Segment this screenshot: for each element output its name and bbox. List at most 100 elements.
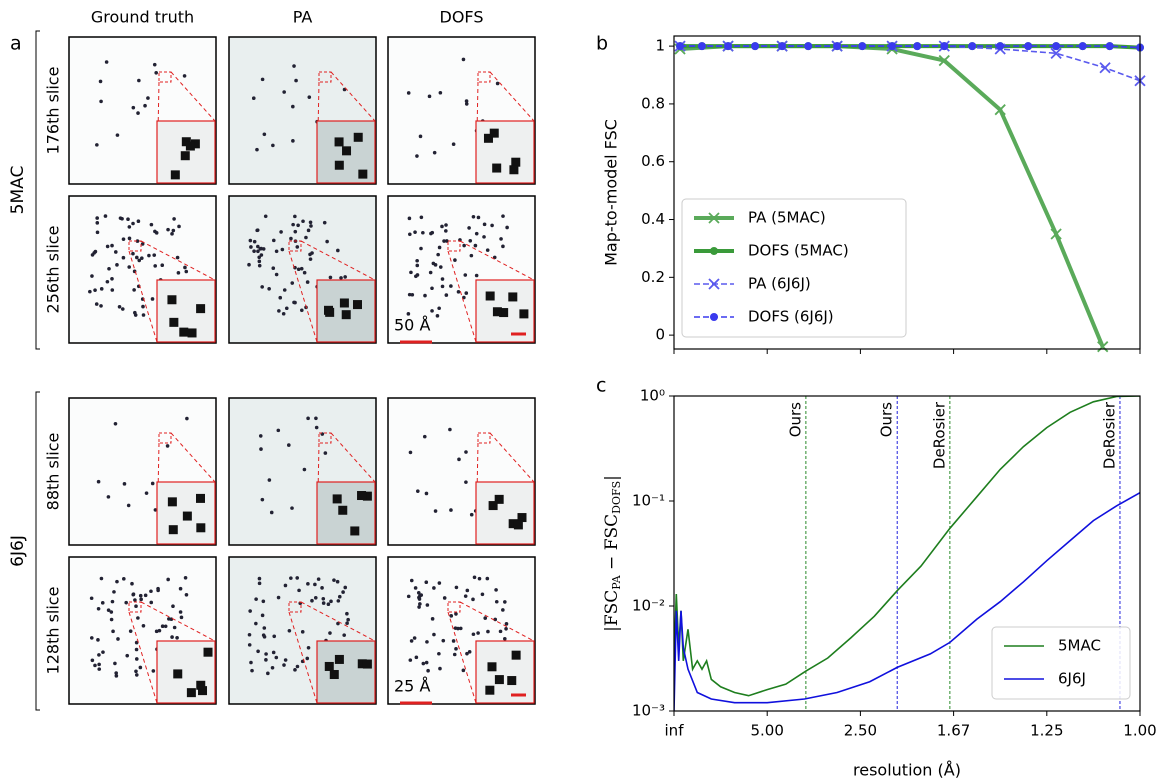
atom-blob <box>293 668 297 672</box>
atom-blob <box>415 154 419 158</box>
atom-blob <box>264 658 268 662</box>
atom-blob <box>427 94 432 99</box>
group-label: 5MAC <box>8 166 28 215</box>
atom-blob <box>259 447 263 451</box>
inset-blob <box>492 163 502 173</box>
point <box>858 42 867 51</box>
atom-blob <box>113 250 118 254</box>
atom-blob <box>343 275 347 279</box>
atom-blob <box>267 478 272 482</box>
row-label: 128th slice <box>44 587 63 675</box>
atom-blob <box>307 95 312 99</box>
y-tick-label: 0 <box>655 326 665 344</box>
atom-blob <box>99 304 103 308</box>
inset-blob <box>357 491 367 501</box>
atom-blob <box>137 258 142 263</box>
atom-blob <box>175 255 180 260</box>
point <box>697 42 706 51</box>
atom-blob <box>461 668 466 673</box>
atom-blob <box>290 281 295 285</box>
atom-blob <box>454 585 459 590</box>
atom-blob <box>249 245 253 249</box>
atom-blob <box>96 479 101 484</box>
atom-blob <box>442 596 447 600</box>
inset-blob <box>334 137 344 147</box>
atom-blob <box>467 226 471 230</box>
atom-blob <box>480 592 485 597</box>
atom-blob <box>477 576 482 581</box>
atom-blob <box>147 253 151 258</box>
inset-blob <box>196 304 206 314</box>
legend-label: PA (6J6J) <box>748 275 811 293</box>
atom-blob <box>306 582 310 586</box>
point <box>940 42 949 51</box>
atom-blob <box>449 284 453 288</box>
atom-blob <box>290 506 294 510</box>
atom-blob <box>115 133 120 137</box>
atom-blob <box>171 604 175 609</box>
inset-blob <box>332 494 342 504</box>
atom-blob <box>282 90 286 94</box>
atom-blob <box>476 215 481 220</box>
inset-blob <box>485 291 495 301</box>
atom-blob <box>413 230 417 234</box>
atom-blob <box>114 671 118 675</box>
atom-blob <box>283 583 288 588</box>
atom-blob <box>407 292 412 297</box>
atom-blob <box>262 635 267 639</box>
inset-blob <box>334 160 344 170</box>
point <box>1024 42 1033 51</box>
atom-blob <box>342 633 346 637</box>
atom-blob <box>472 575 477 580</box>
inset-blob <box>167 295 177 305</box>
atom-blob <box>257 263 262 268</box>
atom-blob <box>412 636 417 640</box>
y-tick-label: 10⁰ <box>640 387 665 405</box>
atom-blob <box>115 579 119 584</box>
atom-blob <box>247 632 252 637</box>
atom-blob <box>308 257 313 261</box>
atom-blob <box>281 311 286 316</box>
atom-blob <box>96 638 100 642</box>
atom-blob <box>258 247 263 251</box>
atom-blob <box>122 577 126 581</box>
atom-blob <box>345 621 349 625</box>
atom-blob <box>266 671 270 676</box>
atom-blob <box>100 601 105 605</box>
group-bracket <box>35 30 40 350</box>
atom-blob <box>505 225 509 230</box>
atom-blob <box>406 312 411 316</box>
atom-blob <box>332 578 336 582</box>
atom-blob <box>440 224 444 229</box>
atom-blob <box>105 244 110 249</box>
atom-blob <box>436 252 440 257</box>
atom-blob <box>261 247 266 251</box>
atom-blob <box>305 656 310 661</box>
atom-blob <box>498 629 503 634</box>
atom-blob <box>120 216 124 221</box>
legend-label: 5MAC <box>1058 637 1101 655</box>
atom-blob <box>256 244 260 249</box>
atom-blob <box>116 637 120 641</box>
zoom-region <box>447 240 461 252</box>
inset-blob <box>169 317 179 327</box>
atom-blob <box>482 222 487 227</box>
atom-blob <box>107 266 111 271</box>
atom-blob <box>416 489 420 493</box>
atom-blob <box>485 576 490 581</box>
atom-blob <box>126 503 131 508</box>
atom-blob <box>440 284 445 289</box>
atom-blob <box>329 599 333 604</box>
legend-marker <box>708 278 720 290</box>
atom-blob <box>499 237 503 241</box>
atom-blob <box>271 143 275 148</box>
atom-blob <box>343 585 348 590</box>
atom-blob <box>152 62 157 67</box>
atom-blob <box>451 142 456 147</box>
x-tick-label: 2.50 <box>844 722 877 740</box>
point <box>804 42 813 51</box>
atom-blob <box>483 616 488 620</box>
y-tick-label: 0.4 <box>641 210 665 228</box>
atom-blob <box>313 582 317 587</box>
zoom-region <box>318 71 332 83</box>
